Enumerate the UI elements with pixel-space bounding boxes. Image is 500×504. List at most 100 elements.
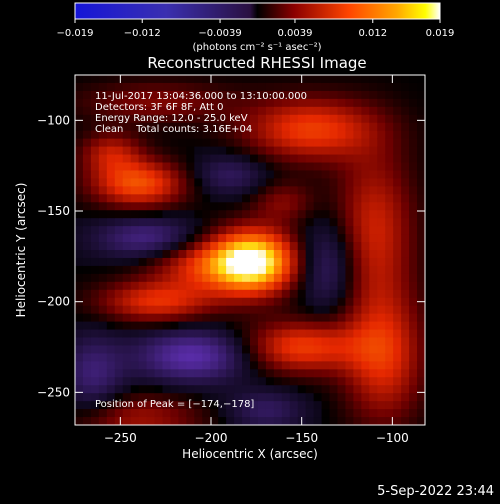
heatmap-cell xyxy=(321,122,331,132)
heatmap-cell xyxy=(377,289,386,299)
heatmap-cell xyxy=(178,337,187,346)
heatmap-cell xyxy=(234,250,243,259)
heatmap-cell xyxy=(122,337,132,346)
heatmap-cell xyxy=(281,146,291,156)
heatmap-cell xyxy=(393,242,402,251)
heatmap-cell xyxy=(98,353,108,362)
heatmap-cell xyxy=(75,329,84,338)
heatmap-cell xyxy=(146,337,156,346)
heatmap-cell xyxy=(154,162,163,171)
heatmap-cell xyxy=(377,122,386,132)
heatmap-cell xyxy=(265,82,275,92)
heatmap-cell xyxy=(369,194,378,203)
heatmap-cell xyxy=(337,377,346,386)
heatmap-cell xyxy=(409,162,418,171)
heatmap-cell xyxy=(242,210,251,219)
heatmap-cell xyxy=(90,98,100,108)
heatmap-cell xyxy=(210,178,219,187)
heatmap-cell xyxy=(257,337,267,346)
heatmap-cell xyxy=(186,130,195,140)
heatmap-cell xyxy=(393,401,402,410)
heatmap-cell xyxy=(361,242,370,251)
heatmap-cell xyxy=(138,345,148,354)
heatmap-cell xyxy=(385,130,394,140)
heatmap-cell xyxy=(82,114,92,124)
heatmap-cell xyxy=(305,130,315,140)
heatmap-cell xyxy=(281,162,291,171)
heatmap-cell xyxy=(186,369,195,378)
heatmap-cell xyxy=(289,82,299,92)
heatmap-cell xyxy=(417,417,426,426)
heatmap-cell xyxy=(202,186,211,195)
heatmap-cell xyxy=(154,75,163,84)
heatmap-cell xyxy=(122,273,132,283)
heatmap-cell xyxy=(321,257,331,267)
heatmap-cell xyxy=(273,98,283,108)
heatmap-cell xyxy=(257,234,267,243)
heatmap-cell xyxy=(170,170,179,179)
heatmap-cell xyxy=(154,114,163,124)
heatmap-cell xyxy=(265,273,275,283)
heatmap-cell xyxy=(146,194,156,203)
heatmap-cell xyxy=(154,265,163,275)
heatmap-cell xyxy=(289,122,299,132)
heatmap-cell xyxy=(305,146,315,156)
heatmap-cell xyxy=(409,170,418,179)
heatmap-cell xyxy=(297,353,307,362)
heatmap-cell xyxy=(297,409,307,418)
heatmap-cell xyxy=(305,297,315,307)
heatmap-cell xyxy=(385,297,394,307)
heatmap-cell xyxy=(289,146,299,156)
heatmap-cell xyxy=(297,218,307,227)
heatmap-cell xyxy=(202,353,211,362)
heatmap-cell xyxy=(329,417,338,426)
heatmap-cell xyxy=(257,218,267,227)
heatmap-cell xyxy=(377,369,386,378)
heatmap-cell xyxy=(377,106,386,116)
heatmap-cell xyxy=(162,114,171,124)
heatmap-cell xyxy=(393,273,402,283)
heatmap-cell xyxy=(114,82,124,92)
heatmap-cell xyxy=(178,90,187,100)
heatmap-cell xyxy=(218,154,227,163)
heatmap-cell xyxy=(321,250,331,259)
heatmap-cell xyxy=(114,154,124,163)
heatmap-cell xyxy=(289,361,299,370)
heatmap-cell xyxy=(114,345,124,354)
heatmap-cell xyxy=(75,385,84,394)
heatmap-cell xyxy=(234,138,243,148)
heatmap-cell xyxy=(186,178,195,187)
chart-title: Reconstructed RHESSI Image xyxy=(147,54,366,72)
heatmap-cell xyxy=(234,361,243,370)
heatmap-cell xyxy=(162,257,171,267)
heatmap-cell xyxy=(82,289,92,299)
heatmap-cell xyxy=(162,138,171,148)
heatmap-cell xyxy=(273,106,283,116)
heatmap-cell xyxy=(170,297,179,307)
heatmap-cell xyxy=(329,138,338,148)
heatmap-cell xyxy=(210,138,219,148)
heatmap-cell xyxy=(75,353,84,362)
heatmap-cell xyxy=(313,114,323,124)
heatmap-cell xyxy=(186,417,195,426)
heatmap-cell xyxy=(329,313,338,323)
heatmap-cell xyxy=(377,138,386,148)
heatmap-cell xyxy=(226,202,235,211)
heatmap-cell xyxy=(90,281,100,291)
heatmap-cell xyxy=(90,393,100,402)
heatmap-cell xyxy=(329,289,338,299)
heatmap-cell xyxy=(218,234,227,243)
heatmap-cell xyxy=(353,369,362,378)
heatmap-cell xyxy=(297,297,307,307)
heatmap-cell xyxy=(218,75,227,84)
heatmap-cell xyxy=(226,75,235,84)
heatmap-cell xyxy=(154,377,163,386)
heatmap-cell xyxy=(122,242,132,251)
heatmap-cell xyxy=(297,154,307,163)
heatmap-cell xyxy=(250,401,259,410)
heatmap-cell xyxy=(146,242,156,251)
heatmap-cell xyxy=(257,329,267,338)
heatmap-cell xyxy=(305,98,315,108)
heatmap-cell xyxy=(82,417,92,426)
heatmap-cell xyxy=(297,337,307,346)
